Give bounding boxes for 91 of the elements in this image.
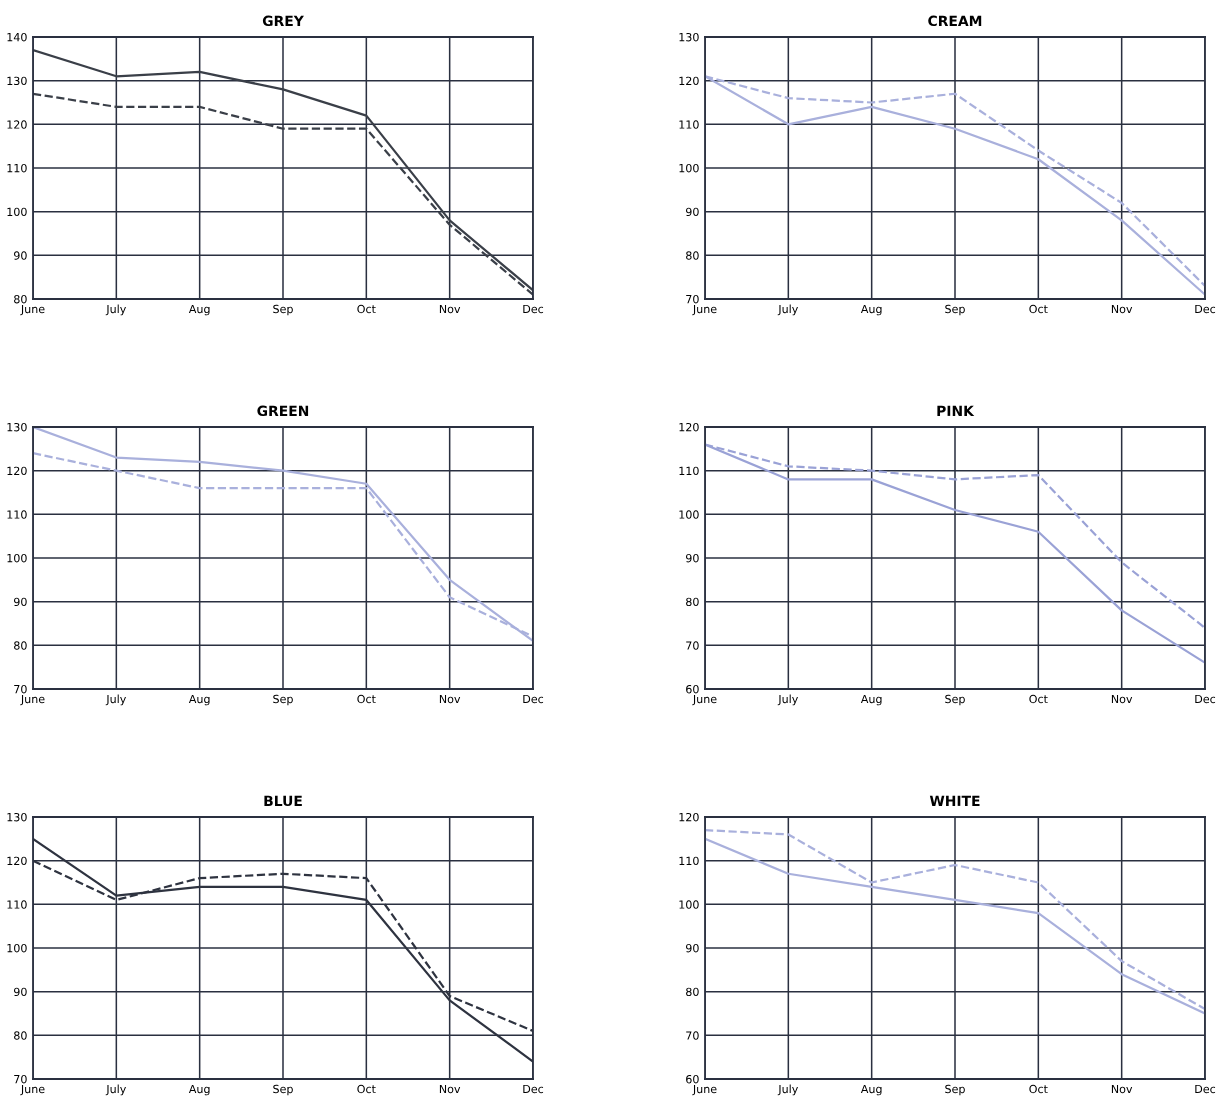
- y-tick-label: 80: [686, 251, 699, 260]
- y-tick-label: 110: [7, 900, 27, 909]
- x-tick-label: Dec: [1195, 694, 1216, 704]
- y-tick-label: 110: [7, 163, 27, 173]
- x-tick-label: July: [777, 1084, 798, 1096]
- y-tick-label: 80: [14, 641, 27, 650]
- x-tick-label: Nov: [1111, 694, 1133, 704]
- y-tick-label: 90: [686, 943, 699, 953]
- x-tick-label: Sep: [273, 1084, 293, 1096]
- y-tick-label: 100: [7, 553, 27, 563]
- x-tick-label: Oct: [357, 304, 376, 314]
- x-tick-label: June: [692, 304, 717, 316]
- y-tick-label: 60: [686, 684, 699, 694]
- y-tick-label: 110: [7, 510, 27, 519]
- y-tick-label: 90: [686, 553, 699, 563]
- x-tick-label: Oct: [1029, 1084, 1048, 1094]
- y-tick-label: 70: [686, 1031, 699, 1040]
- y-tick-label: 120: [7, 120, 27, 129]
- x-tick-label: Nov: [439, 694, 461, 704]
- x-tick-label: June: [692, 694, 717, 706]
- x-tick-label: Sep: [945, 304, 965, 316]
- y-tick-label: 80: [14, 1031, 27, 1040]
- x-tick-label: July: [777, 694, 798, 706]
- x-tick-label: Dec: [523, 694, 544, 704]
- y-tick-label: 140: [7, 32, 27, 42]
- x-tick-label: Dec: [523, 304, 544, 314]
- x-tick-label: Dec: [523, 1084, 544, 1094]
- x-tick-label: June: [20, 304, 45, 316]
- y-tick-label: 120: [7, 856, 27, 866]
- chart-title: PINK: [937, 405, 975, 416]
- y-tick-label: 90: [14, 597, 27, 607]
- y-tick-label: 110: [679, 856, 699, 866]
- y-tick-label: 110: [679, 120, 699, 129]
- chart-title: GREY: [262, 15, 304, 27]
- y-tick-label: 100: [7, 943, 27, 953]
- y-tick-label: 130: [7, 812, 27, 822]
- y-tick-label: 130: [679, 32, 699, 42]
- x-tick-label: June: [20, 694, 45, 706]
- chart-title: BLUE: [264, 795, 302, 807]
- y-tick-label: 120: [679, 812, 699, 822]
- x-tick-label: Oct: [357, 1084, 376, 1094]
- x-tick-label: July: [105, 304, 126, 316]
- x-tick-label: Nov: [439, 1084, 461, 1094]
- y-tick-label: 100: [679, 510, 699, 519]
- x-tick-label: Nov: [1111, 304, 1133, 314]
- x-tick-label: Aug: [860, 694, 882, 706]
- y-tick-label: 90: [686, 207, 699, 217]
- y-tick-label: 110: [679, 466, 699, 476]
- x-tick-label: July: [777, 304, 798, 316]
- x-tick-label: June: [692, 1084, 717, 1096]
- x-tick-label: Oct: [1029, 304, 1048, 314]
- x-tick-label: July: [105, 694, 126, 706]
- x-tick-label: Aug: [860, 304, 882, 316]
- y-tick-label: 100: [679, 900, 699, 909]
- y-tick-label: 80: [686, 987, 699, 997]
- x-tick-label: Aug: [188, 694, 210, 706]
- y-tick-label: 70: [14, 1074, 27, 1084]
- y-tick-label: 120: [679, 76, 699, 86]
- x-tick-label: Oct: [357, 694, 376, 704]
- x-tick-label: June: [20, 1084, 45, 1096]
- y-tick-label: 130: [7, 422, 27, 432]
- y-tick-label: 100: [679, 163, 699, 173]
- y-tick-label: 70: [686, 294, 699, 304]
- x-tick-label: Aug: [188, 304, 210, 316]
- y-tick-label: 70: [14, 684, 27, 694]
- y-tick-label: 130: [7, 76, 27, 86]
- x-tick-label: Dec: [1195, 1084, 1216, 1094]
- y-tick-label: 70: [686, 641, 699, 650]
- x-tick-label: Nov: [439, 304, 461, 314]
- x-tick-label: Dec: [1195, 304, 1216, 314]
- y-tick-label: 100: [7, 207, 27, 217]
- line-series: [33, 48, 533, 292]
- y-tick-label: 120: [679, 422, 699, 432]
- y-tick-label: 60: [686, 1074, 699, 1084]
- chart-title: WHITE: [929, 795, 980, 806]
- y-tick-label: 90: [14, 987, 27, 997]
- x-tick-label: Sep: [273, 304, 293, 316]
- x-tick-label: Sep: [945, 1084, 965, 1096]
- chart-title: GREEN: [257, 405, 309, 417]
- y-tick-label: 120: [7, 466, 27, 476]
- x-tick-label: Oct: [1029, 694, 1048, 704]
- chart-title: CREAM: [928, 15, 982, 27]
- y-tick-label: 80: [14, 294, 27, 304]
- y-tick-label: 90: [14, 251, 27, 260]
- x-tick-label: Sep: [945, 694, 965, 706]
- y-tick-label: 80: [686, 597, 699, 607]
- x-tick-label: Aug: [188, 1084, 210, 1096]
- x-tick-label: Sep: [273, 694, 293, 706]
- x-tick-label: Nov: [1111, 1084, 1133, 1094]
- x-tick-label: Aug: [860, 1084, 882, 1096]
- x-tick-label: July: [105, 1084, 126, 1096]
